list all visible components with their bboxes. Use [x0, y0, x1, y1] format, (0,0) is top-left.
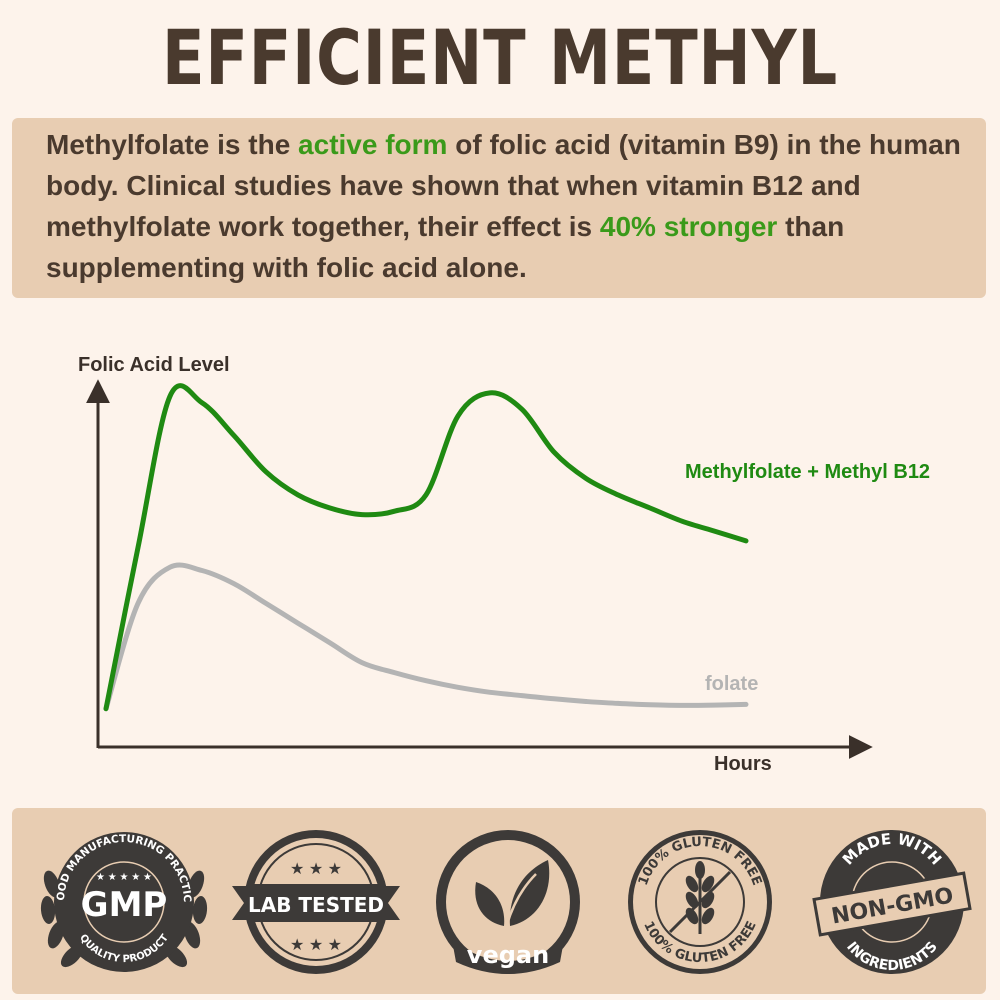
- series-line-methylfolate-b12: [103, 383, 749, 712]
- svg-text:★ ★ ★: ★ ★ ★: [290, 861, 342, 878]
- intro-text-part2: of folic acid (vitamin B9) in the human …: [46, 129, 961, 242]
- y-axis-label: Folic Acid Level: [78, 354, 230, 376]
- gluten-free-icon: 100% GLUTEN FREE 100% GLUTEN FREE: [628, 830, 772, 974]
- svg-text:★ ★ ★: ★ ★ ★: [290, 937, 342, 954]
- highlight-active-form: active form: [298, 129, 448, 160]
- series-line-folate: [103, 562, 749, 712]
- svg-text:★ ★ ★ ★ ★: ★ ★ ★ ★ ★: [96, 872, 152, 883]
- x-axis-label: Hours: [714, 753, 772, 775]
- lab-tested-text: LAB TESTED: [248, 893, 384, 917]
- intro-text: Methylfolate is the active form of folic…: [46, 124, 964, 288]
- highlight-40-percent: 40% stronger: [599, 211, 778, 242]
- lab-tested-icon: ★ ★ ★ ★ ★ ★ LAB TESTED: [232, 830, 400, 974]
- gmp-seal-icon: GOOD MANUFACTURING PRACTICE QUALITY PROD…: [38, 822, 208, 972]
- intro-text-part3: than supplementing with folic acid alone…: [46, 211, 845, 283]
- series-label-folate: folate: [705, 673, 758, 695]
- certification-badges: GOOD MANUFACTURING PRACTICE QUALITY PROD…: [12, 808, 986, 994]
- vegan-leaf-icon: vegan: [436, 830, 580, 974]
- intro-panel: Methylfolate is the active form of folic…: [12, 118, 986, 298]
- non-gmo-icon: MADE WITH INGREDIENTS NON-GMO: [812, 830, 972, 974]
- intro-text-part1: Methylfolate is the: [46, 129, 299, 160]
- series-label-methylfolate-b12: Methylfolate + Methyl B12: [685, 461, 930, 483]
- gmp-main-text: GMP: [81, 885, 168, 925]
- vegan-text: vegan: [467, 941, 549, 969]
- folic-acid-chart: Folic Acid Level Hours Methylfolate + Me…: [78, 354, 930, 775]
